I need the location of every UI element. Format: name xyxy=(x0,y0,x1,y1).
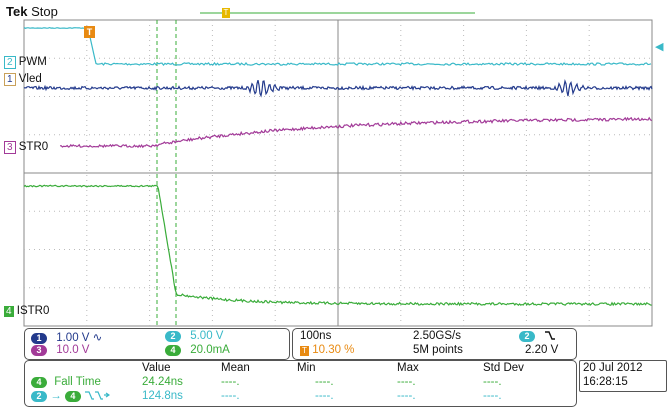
pwm-trace xyxy=(23,26,652,67)
time: 16:28:15 xyxy=(583,376,628,388)
vled-trace xyxy=(23,78,653,98)
row1-std: ----. xyxy=(483,376,502,388)
col-std-dev: Std Dev xyxy=(483,362,524,374)
channel-1-label[interactable]: 1 Vled xyxy=(4,73,42,86)
ch1-pill: 1 xyxy=(31,333,47,344)
col-mean: Mean xyxy=(221,362,250,374)
ch2-scale: 5.00 V xyxy=(190,330,224,342)
row1-value: 24.24ns xyxy=(142,376,183,388)
channel-3-badge: 3 xyxy=(4,141,16,154)
row2-value: 124.8ns xyxy=(142,390,183,402)
traces xyxy=(23,26,653,307)
ch2-setting[interactable]: 2 5.00 V xyxy=(165,330,223,342)
ch4-scale: 20.0mA xyxy=(190,344,230,356)
row2-source-pill: 2 xyxy=(31,391,47,402)
date: 20 Jul 2012 xyxy=(583,362,643,374)
brand-label: Tek xyxy=(6,4,28,19)
horizontal-position-marker[interactable]: T xyxy=(222,8,230,18)
col-value: Value xyxy=(142,362,171,374)
record-length: 5M points xyxy=(413,344,463,356)
str0-trace xyxy=(59,116,652,149)
channel-3-name: STR0 xyxy=(18,141,49,153)
row1-name: Fall Time xyxy=(54,376,101,388)
row2-arrow: → xyxy=(50,390,62,402)
ch4-pill: 4 xyxy=(165,345,181,356)
row1-max: ----. xyxy=(397,376,416,388)
graticule xyxy=(23,12,653,327)
scope-header: Tek Stop xyxy=(6,4,58,19)
edge-delay-icon xyxy=(85,391,111,401)
channel-2-badge: 2 xyxy=(4,56,16,69)
waveform-display[interactable] xyxy=(0,0,667,330)
vertical-settings-panel: 1 1.00 V ∿ 2 5.00 V 3 10.0 V 4 20.0mA xyxy=(24,328,290,360)
channel-1-badge: 1 xyxy=(4,73,16,86)
channel-1-name: Vled xyxy=(18,73,42,85)
channel-4-label[interactable]: 4 ISTR0 xyxy=(4,305,49,317)
channel-4-badge: 4 xyxy=(4,306,14,317)
row2-std: ----. xyxy=(483,390,502,402)
col-max: Max xyxy=(397,362,419,374)
channel-3-label[interactable]: 3 STR0 xyxy=(4,141,49,154)
ch1-scale: 1.00 V xyxy=(56,332,90,344)
measurement-row-fall-time[interactable]: 4 Fall Time xyxy=(31,376,101,388)
row2-max: ----. xyxy=(397,390,416,402)
trigger-position-marker[interactable]: T xyxy=(84,26,95,38)
trigger-source[interactable]: 2 xyxy=(519,330,556,342)
acquisition-status[interactable]: Stop xyxy=(31,4,58,19)
timebase[interactable]: 100ns xyxy=(300,330,332,342)
horizontal-settings-panel: 100ns 2.50GS/s 2 T 10.30 % 5M points 2.2… xyxy=(292,328,577,360)
ch2-pill: 2 xyxy=(165,331,181,342)
falling-edge-icon xyxy=(545,331,556,341)
trigger-channel-pill: 2 xyxy=(519,331,535,342)
measurements-panel: Value Mean Min Max Std Dev 4 Fall Time 2… xyxy=(24,360,577,407)
trigger-position-icon: T xyxy=(300,346,309,356)
trigger-position-value: 10.30 % xyxy=(312,344,355,356)
ch4-setting[interactable]: 4 20.0mA xyxy=(165,344,230,356)
row2-min: ----. xyxy=(315,390,334,402)
ch3-setting[interactable]: 3 10.0 V xyxy=(31,344,89,356)
row2-source2-pill: 4 xyxy=(64,391,81,402)
trigger-position[interactable]: T 10.30 % xyxy=(300,344,354,356)
sample-rate: 2.50GS/s xyxy=(413,330,461,342)
row1-source-pill: 4 xyxy=(31,377,47,388)
ac-coupling-icon: ∿ xyxy=(92,332,103,344)
measurement-row-delay[interactable]: 2 → 4 xyxy=(31,390,111,402)
row1-mean: ----. xyxy=(221,376,240,388)
trigger-level[interactable]: 2.20 V xyxy=(525,344,559,356)
channel-2-label[interactable]: 2 PWM xyxy=(4,56,47,69)
row1-min: ----. xyxy=(315,376,334,388)
ch3-scale: 10.0 V xyxy=(56,344,90,356)
col-min: Min xyxy=(297,362,316,374)
channel-4-name: ISTR0 xyxy=(16,305,50,317)
channel-2-name: PWM xyxy=(18,56,47,68)
datetime-panel[interactable]: 20 Jul 2012 16:28:15 xyxy=(579,360,667,392)
row2-mean: ----. xyxy=(221,390,240,402)
istr0-trace xyxy=(23,184,652,307)
ch3-pill: 3 xyxy=(31,345,47,356)
trigger-level-arrow-icon[interactable]: ◀ xyxy=(655,41,664,53)
ch1-setting[interactable]: 1 1.00 V ∿ xyxy=(31,330,102,344)
